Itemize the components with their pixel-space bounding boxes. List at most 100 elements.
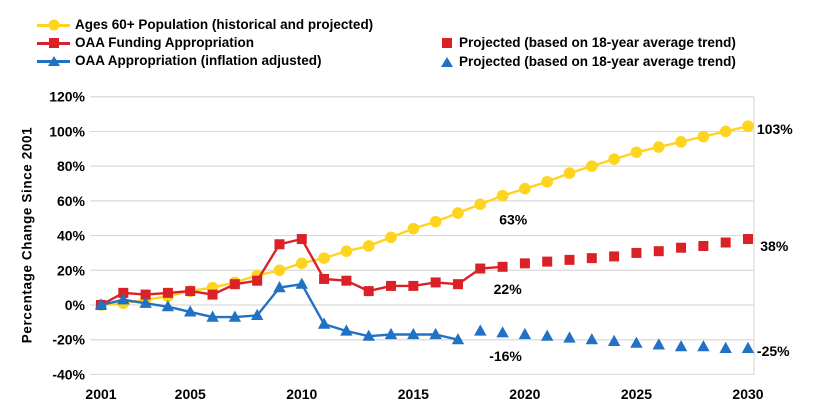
triangle-marker (273, 281, 286, 293)
square-marker (386, 280, 397, 291)
gridlines (90, 96, 755, 376)
series-line (100, 283, 459, 341)
circle-marker (563, 167, 576, 179)
series-line (100, 125, 749, 307)
legend-item-projected-blue: Projected (based on 18-year average tren… (440, 52, 736, 71)
circle-marker (429, 215, 442, 228)
triangle-marker (184, 305, 197, 317)
triangle-marker (630, 336, 643, 348)
x-tick-label: 2001 (85, 386, 116, 402)
y-tick-label: 100% (49, 123, 85, 139)
square-marker (118, 287, 129, 298)
square-marker (564, 254, 575, 265)
square-marker (631, 247, 642, 258)
triangle-marker (697, 340, 710, 352)
y-tick-label: -20% (52, 332, 85, 348)
triangle-marker (652, 338, 665, 350)
square-marker (586, 253, 597, 264)
square-marker (341, 275, 352, 286)
x-axis-tick-labels: 2001 2005 2010 2015 2020 2025 2030 (85, 386, 763, 402)
triangle-marker (741, 341, 755, 353)
triangle-marker (340, 324, 353, 336)
triangle-marker (719, 341, 732, 353)
circle-marker (652, 141, 665, 153)
y-axis-title: Percentage Change Since 2001 (19, 126, 35, 344)
circle-marker (295, 257, 308, 270)
square-marker (252, 275, 263, 286)
series-line (100, 237, 503, 307)
circle-marker (340, 245, 353, 257)
y-tick-label: 120% (49, 89, 85, 105)
red-square-marker-icon (440, 36, 454, 50)
circle-marker (273, 264, 286, 277)
triangle-marker (496, 326, 509, 338)
triangle-marker (117, 293, 130, 305)
triangle-marker (451, 333, 465, 345)
yellow-line-circle-marker-icon (37, 18, 70, 32)
x-tick-label: 2025 (621, 386, 652, 402)
square-marker (742, 234, 753, 245)
square-marker (185, 286, 196, 297)
legend-right: Projected (based on 18-year average tren… (440, 33, 736, 71)
legend-label-population: Ages 60+ Population (historical and proj… (75, 17, 374, 33)
circle-marker (407, 222, 420, 235)
circle-marker (586, 160, 598, 172)
triangle-marker (206, 310, 219, 322)
circle-marker (742, 120, 754, 133)
x-tick-label: 2010 (286, 386, 317, 402)
square-marker (430, 277, 441, 288)
square-marker (363, 286, 374, 297)
square-marker (497, 261, 508, 272)
x-tick-label: 2020 (509, 386, 540, 402)
circle-marker (318, 252, 330, 264)
y-tick-label: 80% (57, 158, 86, 174)
annotation: -25% (757, 343, 790, 359)
blue-line-triangle-marker-icon (37, 54, 70, 68)
circle-marker (385, 231, 397, 244)
y-tick-label: 40% (57, 228, 86, 244)
square-marker (229, 279, 240, 290)
square-marker (720, 237, 731, 248)
circle-marker (452, 207, 464, 219)
triangle-marker (674, 340, 688, 352)
square-marker (207, 289, 218, 300)
triangle-marker (407, 327, 420, 340)
x-tick-label: 2015 (398, 386, 429, 402)
square-marker (274, 239, 285, 250)
square-marker (676, 242, 687, 253)
triangle-marker (228, 310, 242, 322)
circle-marker (519, 182, 531, 195)
legend-item-projected-red: Projected (based on 18-year average tren… (440, 33, 736, 52)
triangle-marker (585, 333, 598, 345)
y-axis-tick-labels: 120% 100% 80% 60% 40% 20% 0% -20% -40% (49, 89, 85, 383)
square-marker (542, 256, 553, 267)
legend-left: Ages 60+ Population (historical and proj… (37, 16, 373, 70)
blue-triangle-marker-icon (440, 55, 454, 69)
annotation: -16% (489, 348, 522, 364)
y-tick-label: -40% (52, 366, 85, 382)
annotations: 63% 22% -16% 103% 38% -25% (489, 121, 793, 364)
triangle-marker (161, 300, 175, 312)
triangle-marker (94, 298, 108, 310)
square-marker (698, 240, 709, 251)
circle-marker (675, 136, 687, 148)
triangle-marker (362, 329, 375, 341)
legend-item-population: Ages 60+ Population (historical and proj… (37, 16, 373, 34)
circle-marker (630, 146, 643, 159)
red-line-square-marker-icon (37, 36, 70, 50)
circle-marker (608, 153, 620, 166)
legend-label-oaa-funding: OAA Funding Appropriation (75, 35, 254, 51)
triangle-marker (474, 324, 487, 336)
y-tick-label: 0% (65, 297, 86, 313)
triangle-marker (384, 327, 398, 340)
series-0-ages-60-population-historical-and-projected (95, 120, 754, 311)
annotation: 38% (760, 238, 789, 254)
circle-marker (541, 175, 553, 188)
square-marker (296, 234, 307, 245)
square-marker (140, 289, 151, 300)
triangle-marker (541, 329, 554, 341)
circle-marker (474, 198, 487, 211)
triangle-marker (518, 327, 532, 340)
square-marker (475, 263, 486, 274)
